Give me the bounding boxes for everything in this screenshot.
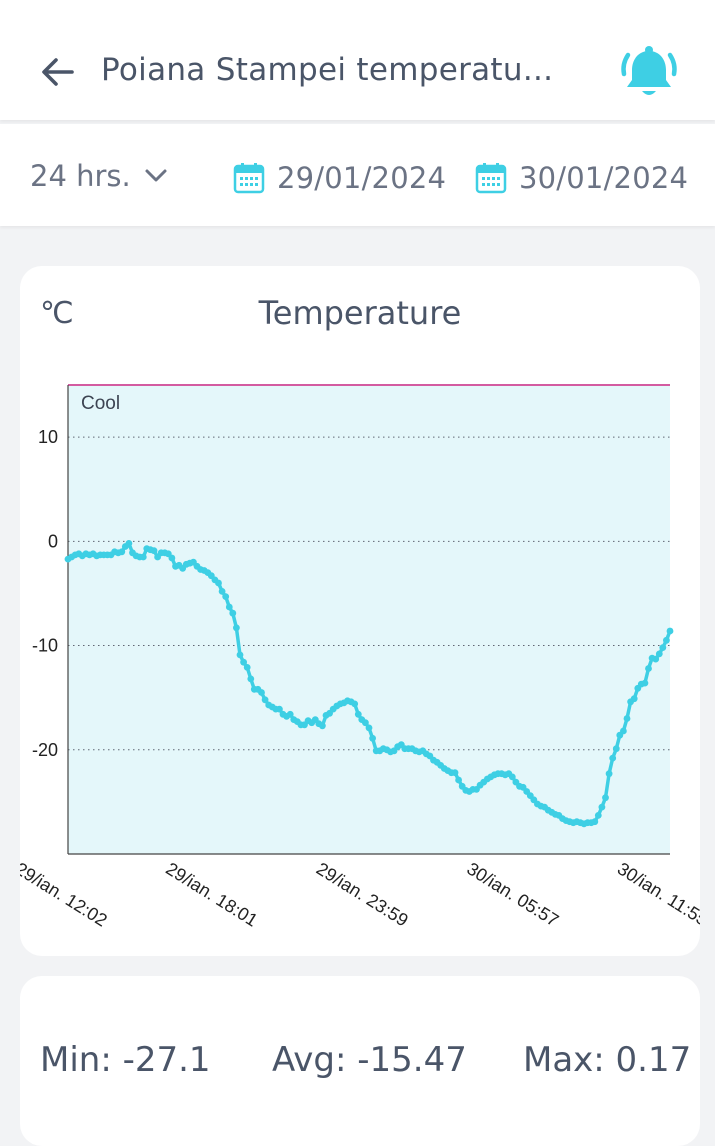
min-stat: Min: -27.1 [40, 1040, 211, 1080]
alarm-button[interactable] [618, 42, 680, 104]
data-point [218, 588, 226, 595]
data-point [286, 710, 294, 718]
data-point [451, 769, 459, 777]
y-tick-label: -20 [32, 740, 58, 760]
chevron-down-icon [145, 169, 167, 182]
data-point [150, 547, 158, 555]
data-point [630, 695, 638, 703]
data-point [236, 651, 244, 659]
data-point [455, 776, 462, 784]
calendar-icon [475, 163, 507, 194]
data-point [365, 724, 373, 732]
back-button[interactable] [36, 50, 80, 94]
temperature-chart-card: ℃ Temperature Cool 10 0 -10 -20 29/ian. 12:02… [20, 266, 700, 956]
end-date-picker[interactable]: 30/01/2024 [475, 158, 688, 198]
x-tick-label: 29/ian. 12:02 [20, 858, 111, 930]
data-point [602, 794, 609, 802]
avg-stat: Avg: -15.47 [272, 1040, 467, 1080]
max-stat: Max: 0.17 [523, 1040, 692, 1080]
data-point [594, 812, 602, 819]
data-point [319, 722, 326, 730]
data-point [612, 745, 620, 753]
data-point [240, 658, 248, 666]
data-point [641, 679, 649, 687]
data-point [623, 715, 631, 722]
data-point [229, 609, 237, 617]
cool-zone [68, 385, 670, 854]
data-point [225, 603, 233, 611]
data-point [351, 700, 359, 708]
page-title: Poiana Stampei temperatu... [101, 52, 554, 88]
x-tick-label: 29/ian. 18:01 [162, 858, 261, 930]
data-point [258, 689, 265, 696]
data-point [247, 675, 255, 683]
data-point [659, 644, 667, 651]
x-tick-label: 30/ian. 11:55 [614, 858, 700, 929]
data-point [118, 548, 126, 556]
app-header: Poiana Stampei temperatu... [0, 0, 715, 120]
data-point [666, 627, 674, 635]
y-tick-label: 10 [38, 427, 58, 447]
data-point [215, 579, 222, 587]
data-point [243, 664, 251, 671]
data-point [139, 553, 147, 561]
data-point [591, 818, 599, 826]
data-point [125, 540, 133, 547]
start-date: 29/01/2024 [277, 161, 447, 195]
unit-label: ℃ [40, 296, 74, 331]
data-point [609, 754, 617, 762]
y-tick-label: 0 [48, 531, 58, 551]
data-point [652, 655, 660, 663]
data-point [276, 705, 283, 713]
y-tick-label: -10 [32, 636, 58, 656]
data-point [508, 773, 516, 781]
data-point [168, 554, 176, 562]
start-date-picker[interactable]: 29/01/2024 [233, 158, 446, 198]
data-point [261, 696, 269, 704]
data-point [598, 803, 606, 811]
end-date: 30/01/2024 [519, 161, 689, 195]
temperature-chart[interactable]: Cool 10 0 -10 -20 29/ian. 12:02 29/ian. 18:01 2… [20, 266, 700, 956]
data-point [620, 727, 627, 735]
data-point [354, 710, 362, 718]
calendar-icon [233, 163, 265, 194]
range-label: 24 hrs. [30, 159, 131, 193]
data-point [362, 719, 369, 727]
x-tick-label: 29/ian. 23:59 [313, 858, 412, 930]
alarm-bell-icon [621, 46, 677, 95]
data-point [369, 734, 376, 742]
x-tick-label: 30/ian. 05:57 [463, 858, 562, 930]
data-point [233, 624, 240, 632]
stats-card: Min: -27.1 Avg: -15.47 Max: 0.17 [20, 976, 700, 1146]
arrow-left-icon [42, 58, 74, 86]
data-point [222, 593, 230, 600]
data-point [655, 650, 663, 658]
data-point [605, 770, 613, 778]
chart-title: Temperature [258, 294, 462, 332]
data-point [663, 636, 670, 644]
range-select[interactable]: 24 hrs. [30, 154, 169, 198]
data-point [645, 665, 652, 672]
filter-bar: 24 hrs. 29/01/2024 30/01/2024 [0, 124, 715, 226]
zone-label: Cool [81, 393, 120, 414]
